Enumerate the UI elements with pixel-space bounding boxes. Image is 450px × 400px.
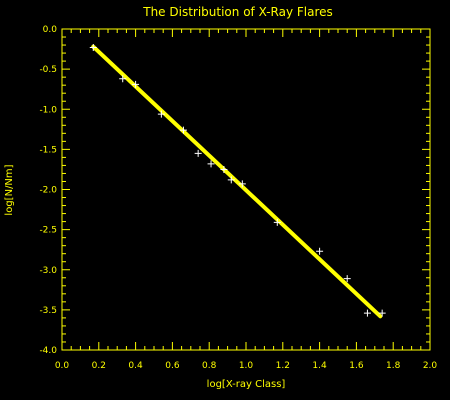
data-point-marker bbox=[89, 43, 97, 51]
x-tick-label: 2.0 bbox=[423, 361, 438, 371]
data-point-marker bbox=[316, 247, 324, 255]
fit-line-series bbox=[91, 44, 383, 319]
x-tick-label: 1.2 bbox=[276, 361, 290, 371]
x-tick-label: 0.2 bbox=[92, 361, 106, 371]
data-point-marker bbox=[343, 275, 351, 283]
data-point-marker bbox=[227, 176, 235, 184]
x-tick-label: 1.0 bbox=[239, 361, 254, 371]
x-tick-label: 1.6 bbox=[349, 361, 364, 371]
data-point-marker bbox=[273, 218, 281, 226]
x-tick-label: 0.0 bbox=[55, 361, 70, 371]
data-point-marker bbox=[157, 110, 165, 118]
chart-title: The Distribution of X-Ray Flares bbox=[142, 5, 333, 19]
fit-line bbox=[91, 44, 383, 319]
data-point-marker bbox=[363, 309, 371, 317]
y-tick-label: -0.5 bbox=[39, 65, 57, 75]
data-point-marker bbox=[220, 165, 228, 173]
x-axis: 0.0 0.2 0.4 0.6 0.8 1.0 1.2 1.4 1.6 1.8 2.0 bbox=[55, 29, 438, 371]
data-points bbox=[89, 43, 386, 317]
data-point-marker bbox=[194, 149, 202, 157]
y-tick-label: -1.0 bbox=[39, 105, 57, 115]
y-tick-label: -4.0 bbox=[39, 346, 57, 356]
x-tick-label: 0.4 bbox=[128, 361, 143, 371]
data-point-marker bbox=[238, 180, 246, 188]
x-tick-label: 0.8 bbox=[202, 361, 217, 371]
y-axis: 0.0 -0.5 -1.0 -1.5 -2.0 -2.5 -3.0 -3.5 -4.0 bbox=[39, 25, 430, 356]
y-tick-label: 0.0 bbox=[43, 25, 58, 35]
y-axis-label: log[N/Nm] bbox=[4, 164, 15, 215]
y-tick-label: -2.5 bbox=[39, 226, 57, 236]
data-point-marker bbox=[378, 309, 386, 317]
data-point-marker bbox=[179, 126, 187, 134]
data-point-marker bbox=[132, 80, 140, 88]
y-tick-label: -2.0 bbox=[39, 186, 57, 196]
data-point-marker bbox=[119, 75, 127, 83]
y-tick-label: -3.5 bbox=[39, 306, 57, 316]
y-tick-label: -3.0 bbox=[39, 266, 57, 276]
x-tick-label: 1.4 bbox=[312, 361, 327, 371]
x-tick-label: 1.8 bbox=[386, 361, 401, 371]
data-point-marker bbox=[207, 160, 215, 168]
y-tick-label: -1.5 bbox=[39, 145, 57, 155]
x-axis-label: log[X-ray Class] bbox=[207, 379, 286, 390]
x-tick-label: 0.6 bbox=[165, 361, 180, 371]
